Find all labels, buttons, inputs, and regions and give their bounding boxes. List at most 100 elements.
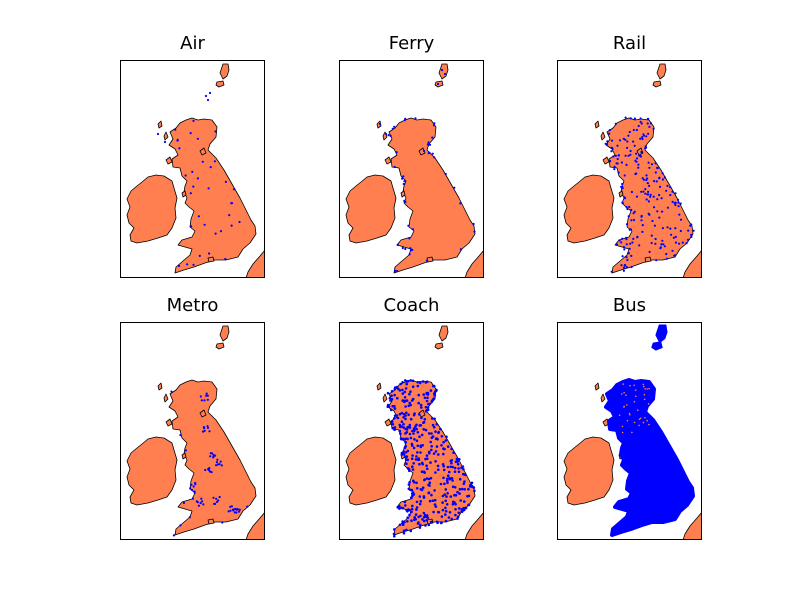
stop-point [415, 439, 419, 442]
ireland-landmass [563, 436, 615, 506]
stop-point [433, 498, 437, 502]
land-gap [642, 383, 645, 386]
stop-point [423, 396, 427, 400]
stop-point [215, 461, 218, 464]
stop-point [436, 464, 440, 468]
stop-point [639, 137, 642, 140]
stop-point [690, 235, 693, 238]
island-landmass [215, 80, 225, 88]
stop-point [237, 510, 241, 513]
stop-point [420, 416, 423, 420]
stop-point [415, 481, 418, 485]
stop-point [627, 154, 630, 157]
stop-point [396, 269, 399, 273]
island-landmass [376, 382, 382, 391]
stop-point [644, 192, 647, 195]
stop-point [461, 487, 464, 491]
stop-point [626, 140, 629, 143]
stop-point [633, 210, 636, 213]
stop-point [206, 426, 210, 429]
stop-point [470, 481, 474, 485]
stop-point [413, 412, 416, 415]
stop-point [613, 165, 616, 168]
stop-point [446, 477, 449, 481]
stop-point [424, 524, 427, 527]
stop-point [473, 489, 476, 493]
stop-point [641, 137, 644, 141]
stop-point [411, 379, 415, 383]
stop-point [628, 205, 631, 209]
stop-point [626, 207, 629, 211]
stop-point [610, 270, 613, 273]
stop-point [178, 147, 181, 150]
stop-point [679, 202, 682, 205]
land-gap [629, 384, 631, 387]
stop-point [677, 205, 680, 208]
stop-point [630, 219, 633, 222]
stop-point [649, 193, 652, 196]
island-landmass [656, 63, 667, 80]
land-gap [646, 419, 648, 422]
stop-point [453, 466, 457, 470]
land-gap [628, 412, 631, 415]
stop-point [453, 501, 456, 504]
island-landmass [163, 131, 169, 141]
island-landmass [400, 190, 406, 198]
stop-point [616, 144, 619, 147]
stop-point [408, 392, 411, 396]
stop-point [432, 425, 436, 429]
map-metro [120, 322, 265, 540]
island-landmass [181, 190, 187, 198]
stop-point [209, 166, 212, 169]
stop-point [235, 511, 238, 514]
stop-point [446, 474, 450, 477]
stop-point [618, 139, 622, 142]
stop-point [405, 431, 409, 434]
stop-point [659, 246, 662, 249]
stop-point [179, 524, 182, 527]
stop-point [403, 199, 406, 202]
stop-point [419, 403, 423, 407]
stop-point [461, 465, 465, 468]
stop-point [191, 170, 194, 173]
stop-point [406, 425, 409, 429]
stop-point [656, 210, 659, 213]
land-gap [648, 423, 650, 426]
stop-point [418, 526, 422, 529]
stop-point [449, 465, 452, 469]
stop-point [214, 232, 217, 235]
island-landmass [207, 518, 215, 525]
stop-point [201, 160, 204, 163]
island-landmass [600, 131, 606, 141]
stop-point [450, 447, 453, 451]
stop-point [429, 389, 433, 392]
stop-point [396, 506, 399, 509]
stop-point [426, 143, 429, 146]
stop-point [453, 493, 456, 497]
stop-point [444, 499, 447, 503]
stop-point [425, 519, 428, 522]
stop-point [444, 488, 448, 491]
stop-point [666, 184, 669, 187]
stop-point [425, 454, 429, 457]
stop-point [633, 144, 636, 147]
panel-title-metro: Metro [166, 295, 219, 316]
stop-point [408, 237, 411, 240]
stop-point [400, 451, 404, 455]
stop-point [669, 193, 672, 197]
island-landmass [644, 256, 652, 263]
stop-point [444, 509, 448, 513]
map-frame [120, 60, 265, 278]
land-gap [621, 393, 623, 395]
stop-point [228, 214, 231, 217]
stop-point [425, 467, 429, 471]
land-gap [629, 414, 631, 416]
stop-point [431, 423, 435, 427]
stop-point [434, 430, 437, 433]
stop-point [189, 487, 192, 490]
stop-point [623, 248, 626, 251]
stop-point [652, 195, 655, 198]
stop-point [189, 192, 192, 195]
map-panel-ferry: Ferry [339, 33, 484, 278]
stop-point [673, 254, 676, 257]
